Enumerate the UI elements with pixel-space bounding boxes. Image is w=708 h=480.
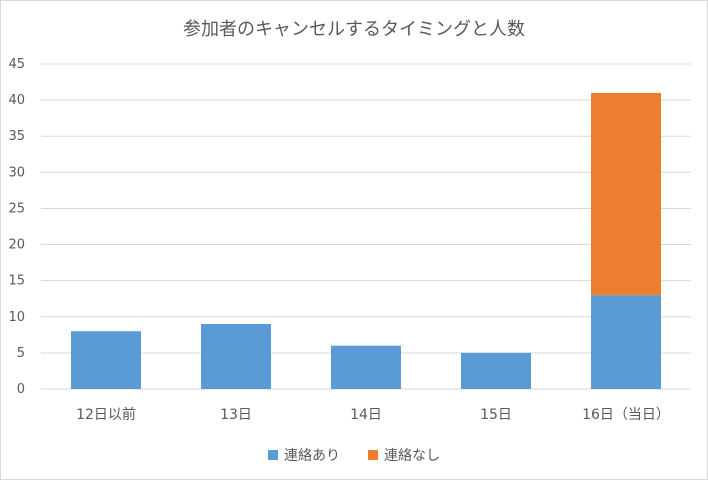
bar-0-3 [461,352,531,389]
legend: 連絡あり 連絡なし [1,445,707,465]
bar-0-1 [201,324,271,389]
bar-0-4 [591,295,661,389]
y-tick-label: 20 [8,238,25,253]
legend-item-0: 連絡あり [268,445,340,465]
y-tick-label: 10 [8,310,25,325]
bars [71,92,661,389]
y-axis-ticks: 0 5 10 15 20 25 30 35 40 45 [8,57,25,397]
y-tick-label: 45 [8,57,25,72]
legend-swatch-0 [268,450,278,460]
y-tick-label: 35 [8,129,25,144]
x-category-label: 15日 [480,407,512,423]
y-tick-label: 0 [17,382,25,397]
bar-0-0 [71,331,141,389]
legend-item-1: 連絡なし [368,445,440,465]
y-tick-label: 30 [8,165,25,180]
y-tick-label: 5 [17,346,25,361]
bar-1-4 [591,92,661,296]
bar-0-2 [331,345,401,389]
x-category-label: 16日（当日） [582,407,670,423]
y-tick-label: 15 [8,274,25,289]
x-category-label: 13日 [220,407,252,423]
legend-label-0: 連絡あり [284,448,340,464]
x-category-label: 14日 [350,407,382,423]
chart-title: 参加者のキャンセルするタイミングと人数 [183,19,525,40]
x-axis-categories: 12日以前 13日 14日 15日 16日（当日） [76,406,670,423]
x-category-label: 12日以前 [76,406,136,423]
legend-label-1: 連絡なし [384,448,440,464]
legend-swatch-1 [368,450,378,460]
y-tick-label: 40 [8,93,25,108]
y-tick-label: 25 [8,201,25,216]
